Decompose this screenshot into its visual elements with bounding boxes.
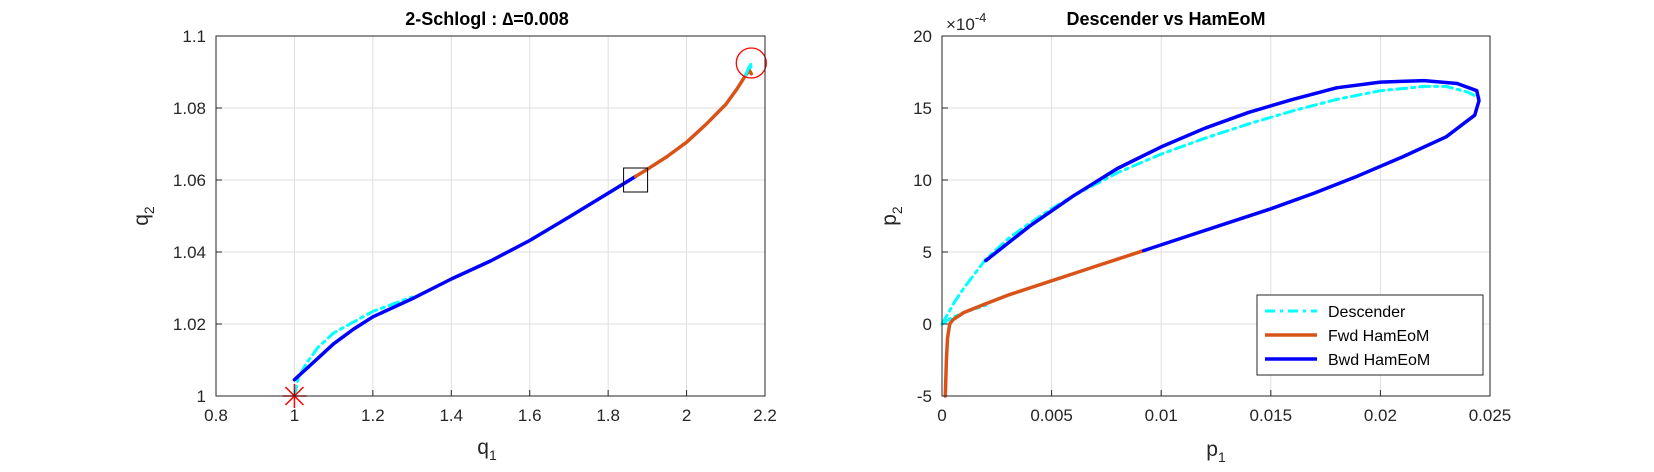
right-series-bwd-3: [984, 78, 1481, 263]
legend: Descender Fwd HamEoM Bwd HamEoM: [1256, 294, 1484, 376]
right-yscale-factor: ×10-4: [946, 10, 986, 34]
right-ytick-label: 5: [923, 243, 932, 262]
right-xticks: 0 0.005 0.01 0.015 0.02 0.025: [937, 390, 1511, 425]
left-grid: [215, 35, 766, 397]
right-ytick-label: 10: [913, 171, 932, 190]
legend-label-fwd: Fwd HamEoM: [1328, 328, 1429, 345]
left-xtick-label: 1.6: [518, 406, 542, 425]
left-markers: [282, 47, 767, 408]
right-series: [940, 78, 1481, 398]
left-title: 2-Schlogl : ∆=0.008: [405, 9, 569, 29]
right-xtick-label: 0.015: [1250, 406, 1293, 425]
legend-label-descender: Descender: [1328, 304, 1406, 321]
right-yticks: -5 0 5 10 15 20: [913, 27, 948, 406]
left-xtick-label: 0.8: [204, 406, 228, 425]
right-ytick-label: 15: [913, 99, 932, 118]
left-ytick-label: 1.08: [173, 99, 206, 118]
right-xtick-label: 0: [937, 406, 946, 425]
left-ytick-label: 1.1: [182, 27, 206, 46]
right-series-fwd-2: [943, 248, 1146, 398]
right-axes-frame: [941, 35, 1491, 397]
legend-label-bwd: Bwd HamEoM: [1328, 352, 1430, 369]
circle-marker: [735, 47, 767, 79]
left-axes-frame: [215, 35, 766, 397]
right-series-descender-0: [940, 84, 1481, 326]
left-xlabel: q1: [477, 436, 497, 463]
right-xtick-label: 0.005: [1030, 406, 1073, 425]
right-xtick-label: 0.02: [1364, 406, 1397, 425]
left-ylabel: q2: [130, 206, 157, 226]
left-series: [292, 61, 754, 398]
right-ytick-label: 0: [923, 315, 932, 334]
right-xlabel: p1: [1206, 438, 1226, 465]
right-xtick-label: 0.025: [1469, 406, 1512, 425]
left-xtick-label: 1.4: [439, 406, 463, 425]
left-ytick-label: 1.04: [173, 243, 206, 262]
left-series-fwd-2: [633, 68, 754, 179]
right-title: Descender vs HamEoM: [1066, 9, 1265, 29]
left-series-bwd-1: [292, 174, 638, 382]
right-ytick-label: 20: [913, 27, 932, 46]
left-xtick-label: 1.2: [361, 406, 385, 425]
left-xtick-label: 2.2: [753, 406, 777, 425]
left-yticks: 1 1.02 1.04 1.06 1.08 1.1: [173, 27, 222, 406]
right-xtick-label: 0.01: [1145, 406, 1178, 425]
left-series-descender-3: [743, 61, 753, 78]
right-ylabel: p2: [878, 206, 905, 226]
left-ytick-label: 1.02: [173, 315, 206, 334]
left-axes: 2-Schlogl : ∆=0.008 0.8 1 1.2 1.4 1.6 1.8 2 2.2…: [130, 9, 777, 463]
square-marker: [623, 167, 649, 193]
left-series-descender-0: [292, 295, 414, 398]
left-xticks: 0.8 1 1.2 1.4 1.6 1.8 2 2.2: [204, 390, 777, 425]
left-ytick-label: 1: [197, 387, 206, 406]
left-xtick-label: 1: [290, 406, 299, 425]
left-ytick-label: 1.06: [173, 171, 206, 190]
right-axes: Descender vs HamEoM ×10-4 0 0.005 0.01 0.01…: [878, 9, 1511, 465]
right-ytick-label: -5: [917, 387, 932, 406]
left-xtick-label: 2: [682, 406, 691, 425]
left-xtick-label: 1.8: [596, 406, 620, 425]
